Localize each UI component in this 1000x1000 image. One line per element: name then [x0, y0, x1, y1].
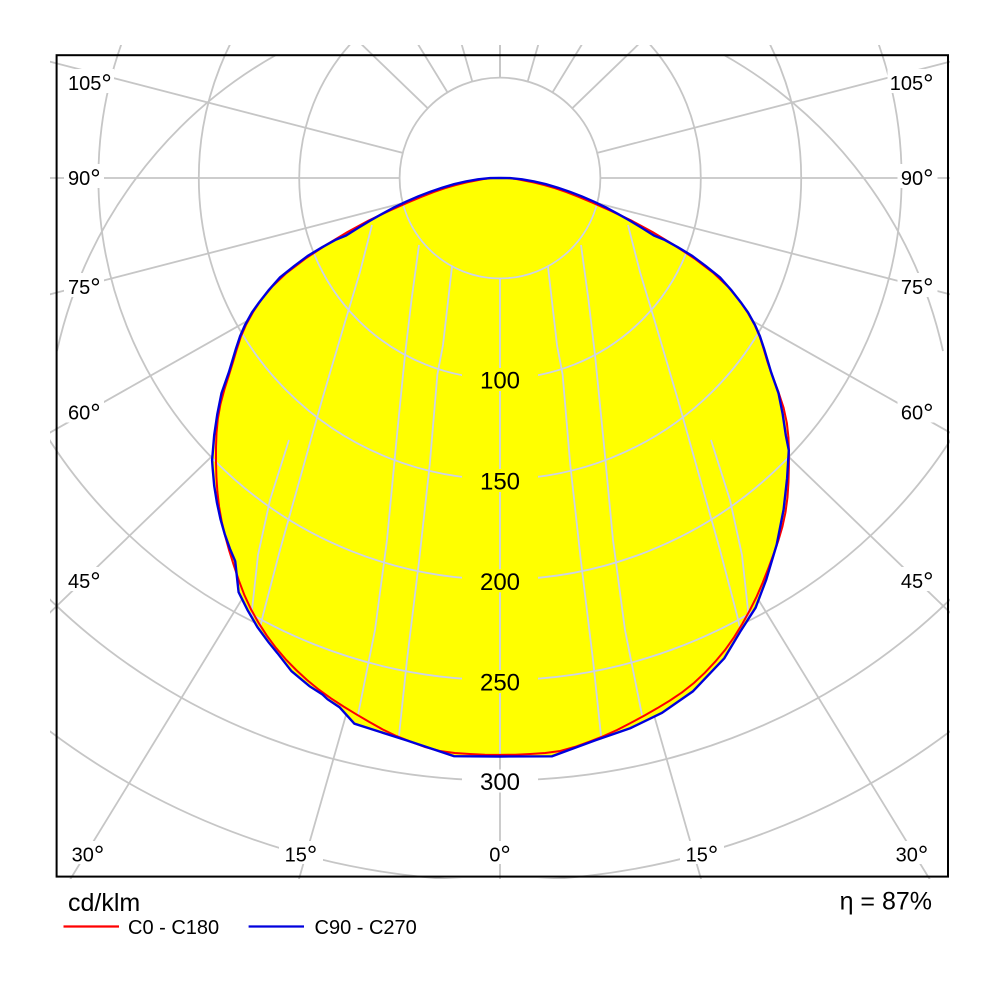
svg-text:90°: 90° [68, 164, 101, 194]
svg-text:100: 100 [480, 368, 520, 395]
svg-text:η = 87%: η = 87% [840, 888, 932, 916]
svg-text:15°: 15° [686, 840, 719, 870]
svg-text:300: 300 [480, 769, 520, 796]
svg-text:60°: 60° [68, 398, 101, 428]
svg-text:90°: 90° [901, 164, 934, 194]
svg-text:250: 250 [480, 670, 520, 697]
svg-text:45°: 45° [68, 567, 101, 597]
svg-text:75°: 75° [68, 273, 101, 303]
svg-text:150: 150 [480, 469, 520, 496]
svg-text:30°: 30° [896, 840, 929, 870]
svg-text:200: 200 [480, 569, 520, 596]
svg-text:45°: 45° [901, 567, 934, 597]
svg-text:75°: 75° [901, 273, 934, 303]
svg-text:60°: 60° [901, 398, 934, 428]
svg-text:105°: 105° [68, 69, 112, 99]
svg-text:0°: 0° [489, 840, 511, 870]
svg-text:105°: 105° [890, 69, 934, 99]
svg-text:30°: 30° [72, 840, 105, 870]
svg-text:15°: 15° [285, 840, 318, 870]
svg-text:C90 - C270: C90 - C270 [315, 917, 417, 939]
svg-text:cd/klm: cd/klm [68, 889, 140, 917]
svg-text:C0 - C180: C0 - C180 [128, 917, 219, 939]
